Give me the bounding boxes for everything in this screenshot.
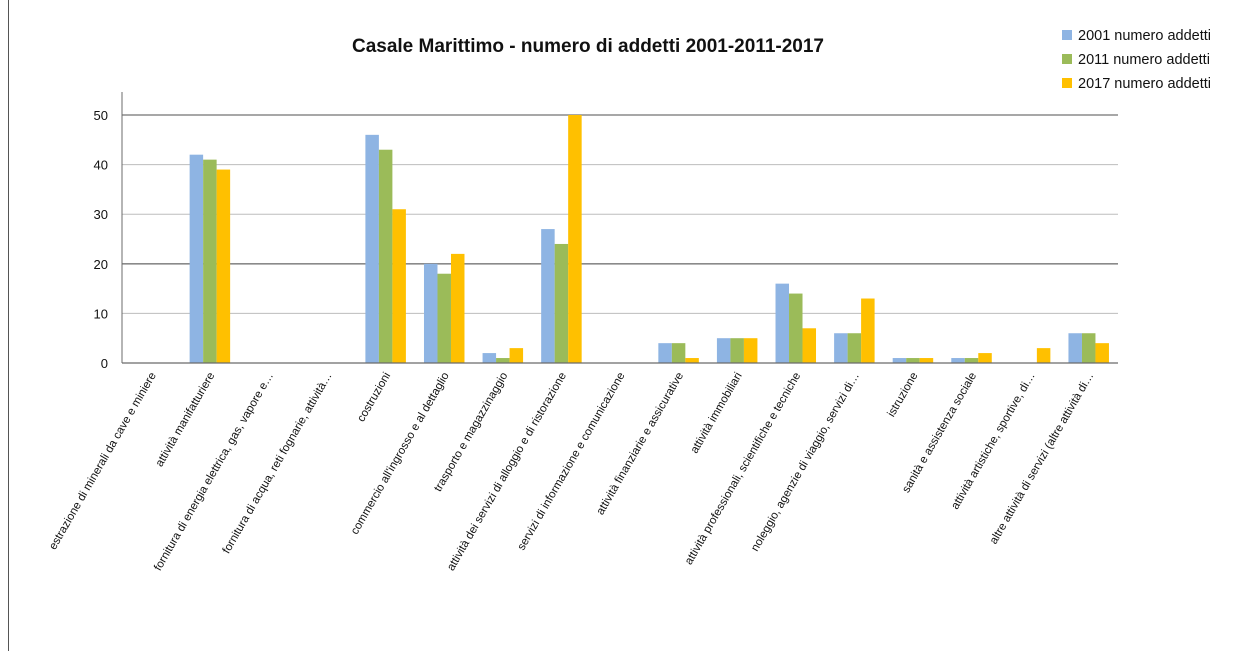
y-tick-label: 50: [94, 108, 108, 123]
bar-2017-16: [1095, 343, 1109, 363]
category-label: attività professionali, scientifiche e t…: [683, 371, 803, 567]
bar-2001-16: [1068, 333, 1082, 363]
category-label: fornitura di acqua, reti fognarie, attiv…: [221, 371, 335, 556]
category-label: commercio all'ingrosso e al dettaglio: [349, 371, 452, 537]
legend-label: 2017 numero addetti: [1078, 76, 1211, 92]
bars: [189, 115, 1109, 363]
bar-2011-11: [789, 293, 803, 363]
bar-2011-1: [203, 159, 217, 363]
bar-2001-6: [482, 353, 497, 363]
y-tick-label: 40: [94, 158, 108, 173]
bar-2011-9: [671, 343, 686, 363]
bar-2017-7: [568, 115, 582, 363]
y-tick-label: 30: [94, 207, 108, 222]
bar-2011-13: [906, 358, 920, 363]
bar-2017-6: [509, 348, 524, 363]
frame-border-line: [8, 0, 9, 651]
bar-2017-13: [919, 358, 934, 363]
y-tick-label: 10: [94, 306, 108, 321]
bar-2011-7: [554, 243, 569, 363]
x-axis: estrazione di minerali da cave e miniere…: [47, 362, 1118, 574]
bar-2001-7: [541, 229, 555, 363]
category-label: attività immobiliari: [689, 371, 745, 456]
legend-label: 2001 numero addetti: [1078, 28, 1211, 44]
bar-2001-10: [716, 338, 731, 363]
bar-2001-13: [892, 358, 907, 363]
bar-2017-12: [861, 298, 875, 363]
y-axis: 0 10 20 30 40 50: [94, 92, 123, 371]
gridlines: [122, 114, 1118, 314]
bar-2001-9: [658, 343, 672, 363]
category-label: estrazione di minerali da cave e miniere: [47, 371, 159, 552]
category-label: altre attività di servizi (altre attivit…: [988, 371, 1096, 547]
category-label: istruzione: [886, 371, 921, 420]
bar-2017-1: [216, 169, 231, 363]
legend-swatch: [1062, 78, 1072, 88]
bar-2017-11: [802, 328, 817, 363]
category-label: fornitura di energia elettrica, gas, vap…: [152, 371, 276, 574]
legend: 2001 numero addetti 2011 numero addetti 20…: [1062, 28, 1211, 92]
category-label: attività dei servizi di alloggio e di ri…: [445, 371, 569, 574]
bar-2017-4: [392, 209, 406, 363]
bar-2001-11: [775, 283, 790, 363]
bar-2011-5: [437, 273, 451, 363]
bar-2001-4: [365, 134, 379, 363]
bar-2001-1: [189, 154, 204, 363]
bar-2017-10: [743, 338, 758, 363]
category-label: attività manifatturiere: [154, 371, 218, 469]
bar-2017-15: [1036, 348, 1051, 363]
bar-2017-5: [450, 253, 465, 363]
bar-2001-14: [951, 358, 965, 363]
bar-2011-12: [847, 333, 862, 363]
bar-2011-6: [496, 358, 510, 363]
y-tick-label: 0: [101, 356, 108, 371]
bar-2001-12: [834, 333, 848, 363]
bar-2017-14: [978, 353, 992, 363]
bar-2011-4: [378, 149, 393, 363]
chart-title: Casale Marittimo - numero di addetti 200…: [352, 36, 824, 57]
bar-2011-14: [964, 358, 979, 363]
category-label: costruzioni: [355, 371, 393, 425]
bar-2011-16: [1081, 333, 1096, 363]
bar-2017-9: [685, 358, 699, 363]
category-label: servizi di informazione e comunicazione: [516, 371, 628, 553]
legend-swatch: [1062, 30, 1072, 40]
bar-2011-10: [730, 338, 744, 363]
bar-2001-5: [423, 263, 438, 363]
legend-label: 2011 numero addetti: [1078, 52, 1210, 68]
category-label: noleggio, agenzie di viaggio, servizi di…: [749, 371, 862, 554]
legend-swatch: [1062, 54, 1072, 64]
y-tick-label: 20: [94, 257, 108, 272]
